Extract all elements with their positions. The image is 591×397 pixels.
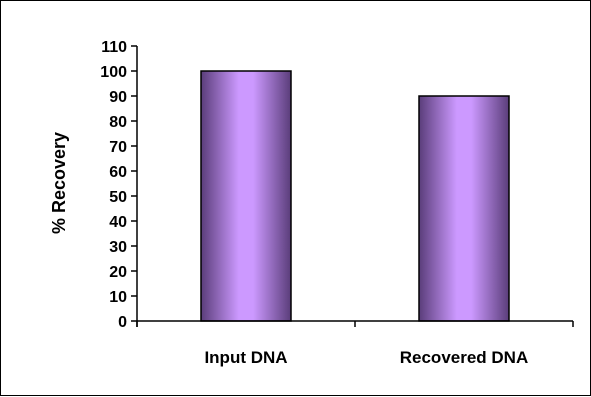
y-tick-label: 90 xyxy=(109,89,127,106)
bar-input-dna xyxy=(200,70,292,322)
y-axis-title: % Recovery xyxy=(49,132,69,234)
y-tick-label: 60 xyxy=(109,164,127,181)
y-tick-label: 70 xyxy=(109,139,127,156)
y-tick-label: 0 xyxy=(118,314,127,331)
y-tick-label: 30 xyxy=(109,239,127,256)
y-tick-label: 80 xyxy=(109,114,127,131)
y-tick-label: 20 xyxy=(109,264,127,281)
bar-recovered-dna xyxy=(418,95,510,322)
labels-layer: 0 10 20 30 40 50 60 70 80 90 100 110 Input DNA Recove… xyxy=(100,39,528,367)
x-category-label: Input DNA xyxy=(204,348,287,367)
axes-layer xyxy=(131,45,574,327)
y-tick-label: 50 xyxy=(109,189,127,206)
y-tick-label: 100 xyxy=(100,64,127,81)
bars-layer xyxy=(200,70,510,322)
y-tick-label: 40 xyxy=(109,214,127,231)
y-tick-label: 10 xyxy=(109,289,127,306)
x-category-label: Recovered DNA xyxy=(400,348,529,367)
y-tick-label: 110 xyxy=(101,39,127,56)
